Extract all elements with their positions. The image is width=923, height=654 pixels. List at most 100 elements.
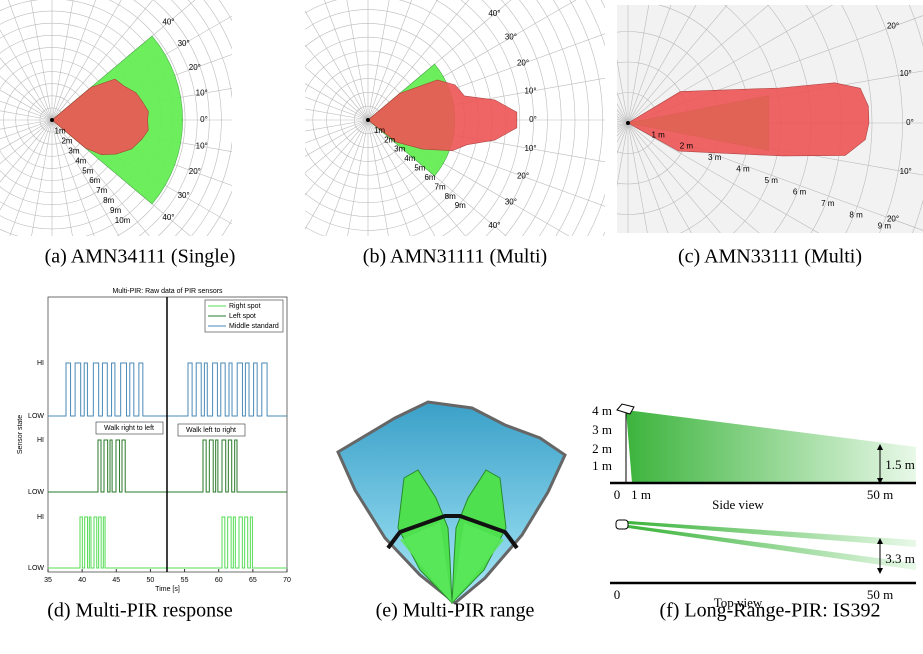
label: Walk left to right [186,427,236,434]
label: 2m [61,137,72,146]
label: 55 [181,577,189,584]
label: 1m [374,126,385,135]
label: HI [37,360,44,367]
label: 2 m [592,441,612,456]
label: 0° [529,115,537,124]
label: LOW [28,565,44,572]
label: 3 m [708,153,722,162]
label: 1 m [592,458,612,473]
label: 50 [147,577,155,584]
grid-radial [0,120,52,351]
label: (e) Multi-PIR range [376,600,535,622]
label: 4m [404,154,415,163]
label: 5 m [765,176,779,185]
label: 4 m [736,165,750,174]
label: 8 m [849,210,863,219]
sensor [626,121,630,125]
label: Middle standard [229,323,279,330]
sensor [366,118,370,122]
label: 7 m [821,199,835,208]
label: 20° [517,59,529,68]
label: 0 [614,587,621,602]
grid-radial [274,0,368,120]
label: Side view [712,497,764,512]
label: (c) AMN33111 (Multi) [678,246,862,268]
label: 40° [162,17,174,26]
label: 1m [55,127,66,136]
label: 2m [384,135,395,144]
figure: 40°30°20°10°0°10°20°30°40°1m2m3m4m5m6m7m… [0,0,923,654]
label: 9m [455,201,466,210]
label: 20° [189,63,201,72]
label: 10° [524,86,536,95]
label: 20° [189,167,201,176]
label: 40° [488,9,500,18]
label: 40 [78,577,86,584]
label: 60 [215,577,223,584]
label: 7m [435,182,446,191]
label: 40° [488,221,500,230]
label: 6m [89,176,100,185]
label: 30° [505,33,517,42]
grid-radial [0,120,52,324]
label: HI [37,437,44,444]
label: 70 [283,577,291,584]
label: 4 m [592,403,612,418]
label: 4m [75,156,86,165]
label: 10° [196,142,208,151]
label: Left spot [229,313,256,320]
label: (a) AMN34111 (Single) [45,246,236,268]
label: Time [s] [155,586,180,593]
label: 1 m [651,130,665,139]
label: 8m [103,196,114,205]
label: HI [37,514,44,521]
label: 0° [200,115,208,124]
label: Multi-PIR: Raw data of PIR sensors [112,288,223,295]
label: 65 [249,577,257,584]
label: 10° [524,144,536,153]
label: 30° [178,191,190,200]
grid-radial [320,0,368,120]
label: 10m [115,216,131,225]
grid-radial [157,120,368,297]
label: 20° [517,172,529,181]
label: LOW [28,413,44,420]
label: 3m [68,146,79,155]
label: 6m [424,173,435,182]
label: (d) Multi-PIR response [47,600,233,622]
label: 10° [900,167,912,176]
multi-pir-range [338,402,565,603]
label: 3.3 m [885,551,915,566]
label: 0° [906,118,914,127]
label: Sensor state [17,415,24,454]
label: 10° [196,89,208,98]
label: Right spot [229,303,261,310]
label: 7m [96,186,107,195]
label: 10° [900,69,912,78]
label: 20° [887,22,899,31]
label: (b) AMN31111 (Multi) [363,246,547,268]
label: 9m [110,206,121,215]
label: (f) Long-Range-PIR: IS392 [659,600,880,622]
grid-radial [311,123,628,306]
label: 5m [414,164,425,173]
label: 50 m [867,487,893,502]
label: 30° [505,198,517,207]
label: 9 m [878,222,892,231]
grid-radial [320,120,368,392]
label: 2 m [680,142,694,151]
label: 35 [44,577,52,584]
sensor [50,118,54,122]
label: 3 m [592,422,612,437]
label: 1.5 m [885,457,915,472]
label: LOW [28,489,44,496]
label: 40° [162,213,174,222]
label: 8m [445,192,456,201]
label: 0 [614,487,621,502]
grid-radial [445,123,628,440]
grid-radial [274,120,368,379]
label: Walk right to left [104,425,154,432]
label: 5m [82,166,93,175]
label: 6 m [793,187,807,196]
label: 3m [394,145,405,154]
